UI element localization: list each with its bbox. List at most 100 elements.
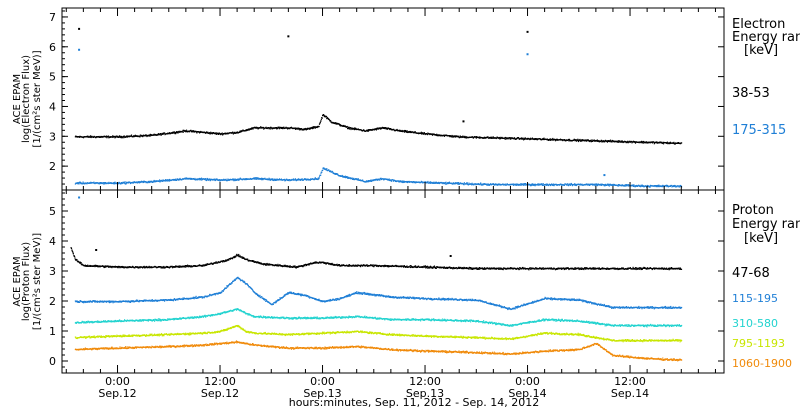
- data-point: [130, 134, 133, 136]
- data-point: [460, 136, 462, 139]
- data-point: [383, 127, 385, 129]
- data-point: [499, 268, 501, 270]
- data-point: [673, 141, 675, 143]
- data-point: [649, 184, 652, 186]
- data-point: [477, 268, 479, 270]
- data-point: [473, 184, 475, 186]
- data-point: [381, 127, 383, 129]
- data-point: [549, 138, 551, 140]
- data-point: [198, 265, 200, 267]
- data-point: [126, 135, 128, 137]
- data-point: [326, 118, 328, 120]
- data-point: [87, 135, 89, 137]
- data-point: [237, 178, 239, 180]
- data-point: [174, 131, 176, 134]
- data-point: [566, 184, 568, 186]
- data-point: [484, 268, 486, 270]
- data-point: [116, 136, 118, 138]
- data-point: [430, 181, 432, 183]
- data-point: [449, 267, 452, 269]
- data-point: [334, 172, 336, 175]
- data-point: [608, 185, 610, 187]
- data-point: [429, 266, 431, 268]
- data-point: [348, 265, 350, 267]
- data-point: [598, 268, 600, 270]
- data-point: [168, 267, 171, 269]
- data-point: [109, 302, 111, 304]
- data-point: [463, 182, 465, 184]
- data-point: [137, 182, 139, 184]
- data-point: [77, 300, 79, 302]
- data-point: [332, 121, 334, 124]
- data-point: [541, 268, 543, 270]
- data-point: [82, 301, 84, 303]
- data-point: [118, 136, 120, 138]
- data-point: [335, 122, 337, 124]
- data-point: [162, 180, 164, 182]
- data-point: [436, 133, 438, 135]
- data-point: [390, 180, 392, 182]
- data-point: [260, 177, 263, 179]
- data-point: [423, 133, 425, 135]
- data-point: [671, 267, 673, 269]
- data-point: [575, 139, 577, 141]
- data-point: [344, 175, 346, 177]
- data-point: [224, 260, 226, 262]
- data-point: [365, 180, 367, 182]
- data-point: [653, 143, 655, 145]
- data-point: [377, 265, 379, 267]
- data-point: [253, 260, 255, 262]
- data-point: [318, 177, 320, 179]
- data-point: [523, 184, 525, 186]
- data-point: [517, 184, 519, 186]
- data-point: [531, 267, 533, 269]
- data-point: [561, 268, 563, 270]
- data-point: [362, 129, 364, 132]
- data-point: [512, 268, 514, 270]
- data-point: [363, 129, 365, 131]
- data-point: [590, 140, 592, 142]
- data-point: [280, 178, 282, 180]
- data-point: [227, 178, 229, 180]
- data-point: [533, 184, 535, 186]
- data-point: [212, 263, 214, 265]
- data-point: [383, 179, 385, 181]
- data-point: [445, 267, 447, 269]
- data-point: [403, 131, 405, 133]
- data-point: [235, 179, 237, 181]
- data-point: [264, 263, 266, 265]
- proton-y-tick-label: 1: [49, 325, 56, 338]
- data-point: [338, 123, 341, 126]
- data-point: [184, 265, 186, 267]
- data-point: [641, 185, 643, 187]
- data-point: [585, 267, 587, 269]
- data-point: [237, 254, 239, 256]
- data-point: [187, 265, 189, 267]
- data-point: [489, 268, 492, 270]
- data-point: [454, 135, 456, 137]
- data-point: [225, 179, 227, 181]
- data-point: [147, 135, 149, 137]
- data-point: [476, 136, 478, 138]
- data-point: [424, 133, 426, 135]
- data-point: [249, 178, 251, 180]
- data-point: [483, 268, 485, 270]
- data-point: [242, 256, 244, 258]
- data-point: [585, 268, 587, 270]
- data-point: [551, 267, 553, 269]
- data-point: [631, 142, 633, 144]
- data-point: [283, 265, 286, 267]
- data-point: [262, 263, 264, 265]
- data-point: [232, 257, 234, 260]
- data-point: [658, 268, 660, 270]
- data-point: [628, 141, 630, 143]
- data-point: [299, 128, 301, 130]
- data-point: [523, 267, 525, 269]
- data-point: [132, 136, 135, 138]
- data-point: [452, 135, 454, 137]
- data-point: [212, 132, 214, 135]
- data-point: [551, 183, 553, 186]
- data-point: [573, 184, 575, 186]
- data-point: [338, 264, 340, 266]
- data-point: [383, 127, 385, 129]
